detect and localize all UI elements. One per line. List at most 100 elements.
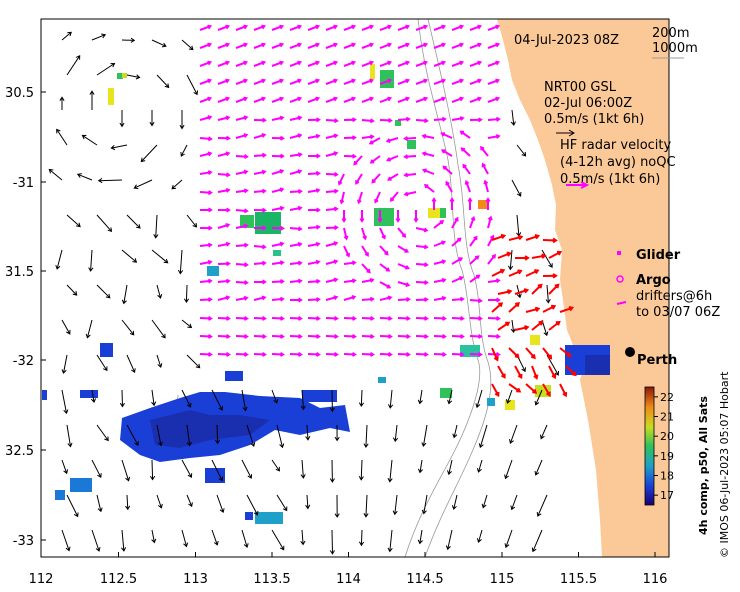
radar-vector <box>253 117 267 123</box>
hf-vector <box>531 365 539 380</box>
current-vector <box>156 424 163 447</box>
current-vector <box>121 319 135 336</box>
radar-vector <box>325 295 339 301</box>
radar-vector <box>253 24 267 31</box>
current-vector <box>509 424 518 444</box>
current-vector <box>211 459 224 482</box>
lat-tick-label: 32.5 <box>5 444 34 459</box>
current-vector <box>121 37 136 43</box>
current-vector <box>55 249 63 270</box>
perth-marker <box>625 347 635 357</box>
radar-vector <box>253 60 267 67</box>
current-vector <box>180 144 188 157</box>
radar-vector <box>325 351 339 357</box>
radar-vector <box>325 241 339 247</box>
radar-vector <box>308 153 321 159</box>
radar-vector <box>199 315 213 321</box>
current-vector <box>300 459 306 479</box>
current-vector <box>181 459 193 479</box>
radar-vector <box>415 351 429 357</box>
radar-vector <box>379 351 393 357</box>
radar-vector <box>397 116 411 122</box>
radar-vector <box>235 333 249 339</box>
current-vector <box>540 424 548 440</box>
radar-vector <box>217 223 231 229</box>
radar-vector <box>397 96 411 103</box>
radar-current-vectors <box>199 24 501 357</box>
radar-vector <box>415 280 429 285</box>
radar-vector <box>217 151 231 157</box>
radar-vector <box>469 42 483 49</box>
lon-tick-label: 113.5 <box>253 572 290 587</box>
city-label-perth: Perth <box>637 353 677 368</box>
hf-vector <box>508 234 524 241</box>
radar-vector <box>343 96 357 103</box>
radar-vector <box>253 225 267 231</box>
radar-vector <box>271 187 285 193</box>
current-vector <box>151 529 157 544</box>
radar-vector <box>307 278 321 284</box>
radar-vector <box>361 60 375 67</box>
radar-vector <box>217 241 231 247</box>
current-vector <box>300 529 306 546</box>
radar-vector <box>415 60 429 67</box>
radar-vector <box>379 96 393 103</box>
glider-marker <box>617 251 621 255</box>
current-vector <box>417 459 423 474</box>
radar-vector <box>379 227 386 240</box>
radar-vector <box>469 60 483 67</box>
radar-vector <box>368 137 381 145</box>
radar-vector <box>421 151 435 157</box>
current-vector <box>177 249 184 275</box>
radar-vector <box>343 135 357 141</box>
current-vector <box>363 494 369 518</box>
current-vector <box>179 110 185 130</box>
radar-vector <box>481 162 489 175</box>
colorbar-tick-label: 22 <box>660 391 674 404</box>
radar-vector <box>459 130 471 139</box>
current-vector <box>476 529 483 544</box>
radar-vector <box>485 197 491 210</box>
radar-vector <box>379 245 389 256</box>
radar-vector <box>397 263 410 270</box>
radar-vector <box>451 96 465 103</box>
radar-vector <box>289 133 303 139</box>
radar-vector <box>415 118 429 124</box>
radar-vector <box>433 295 447 301</box>
radar-vector <box>217 24 231 31</box>
legend-drifters-line2: to 03/07 06Z <box>636 305 720 320</box>
radar-vector <box>337 173 345 186</box>
radar-vector <box>460 147 471 157</box>
radar-vector <box>235 133 249 139</box>
radar-vector <box>451 257 464 265</box>
current-vector <box>276 494 288 512</box>
current-vector <box>156 494 163 509</box>
current-vector <box>271 389 279 404</box>
current-vector <box>151 39 167 48</box>
radar-vector <box>289 115 303 121</box>
radar-vector <box>235 24 249 31</box>
radar-vector <box>397 333 411 339</box>
hf-vector <box>559 306 575 313</box>
radar-vector <box>451 42 465 49</box>
current-vector <box>511 179 522 197</box>
current-vector <box>149 110 155 127</box>
colorbar-tick-label: 17 <box>660 489 674 502</box>
radar-vector <box>235 42 249 49</box>
lon-tick-label: 113 <box>183 572 208 587</box>
current-vector <box>534 459 543 476</box>
current-vector <box>506 389 513 404</box>
current-vector <box>476 459 483 473</box>
current-vector <box>119 389 125 408</box>
radar-vector <box>379 281 392 289</box>
radar-vector <box>487 96 501 103</box>
radar-vector <box>343 245 351 258</box>
current-vector <box>216 494 225 514</box>
radar-info-line2: (4-12h avg) noQC <box>560 155 676 170</box>
radar-vector <box>271 153 285 159</box>
current-vector <box>96 354 108 372</box>
credit-text: © IMOS 06-Jul-2023 05:07 Hobart <box>718 371 731 558</box>
hf-vector <box>525 347 536 360</box>
current-vector <box>151 249 169 264</box>
radar-vector <box>361 118 375 124</box>
